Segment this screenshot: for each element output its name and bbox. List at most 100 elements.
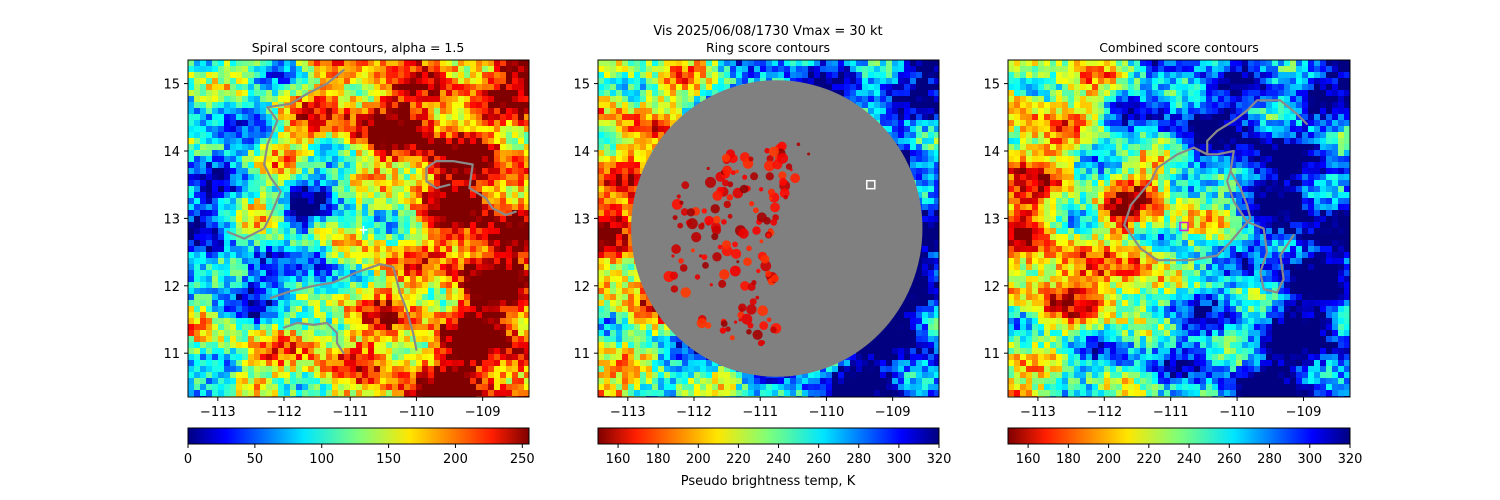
heatmap-cell [386, 126, 392, 132]
heatmap-cell [428, 192, 434, 198]
heatmap-cell [374, 66, 380, 72]
heatmap-cell [404, 252, 410, 258]
heatmap-cell [188, 132, 194, 138]
heatmap-cell [440, 90, 446, 96]
heatmap-cell [392, 288, 398, 294]
heatmap-cell [290, 378, 296, 384]
heatmap-cell [494, 132, 500, 138]
heatmap-cell [386, 186, 392, 192]
heatmap-cell [500, 264, 506, 270]
heatmap-cell [476, 174, 482, 180]
heatmap-cell [820, 78, 826, 84]
heatmap-cell [200, 120, 206, 126]
heatmap-cell [248, 198, 254, 204]
y-tick-label: 14 [163, 145, 180, 160]
heatmap-cell [658, 84, 664, 90]
heatmap-cell [362, 300, 368, 306]
heatmap-cell [482, 138, 488, 144]
heatmap-cell [356, 294, 362, 300]
heatmap-cell [928, 192, 934, 198]
heatmap-cell [308, 336, 314, 342]
heatmap-cell [362, 186, 368, 192]
heatmap-cell [386, 324, 392, 330]
heatmap-cell [188, 372, 194, 378]
heatmap-cell [230, 120, 236, 126]
heatmap-cell [248, 354, 254, 360]
heatmap-cell [404, 258, 410, 264]
heatmap-cell [302, 282, 308, 288]
heatmap-cell [688, 102, 694, 108]
heatmap-cell [440, 258, 446, 264]
heatmap-cell [302, 192, 308, 198]
heatmap-cell [194, 264, 200, 270]
heatmap-cell [290, 372, 296, 378]
heatmap-cell [392, 60, 398, 66]
heatmap-cell [464, 294, 470, 300]
heatmap-cell [314, 372, 320, 378]
heatmap-cell [200, 210, 206, 216]
heatmap-cell [422, 162, 428, 168]
heatmap-cell [476, 78, 482, 84]
heatmap-cell [242, 270, 248, 276]
heatmap-cell [344, 216, 350, 222]
heatmap-cell [398, 336, 404, 342]
heatmap-cell [622, 216, 628, 222]
heatmap-cell [266, 60, 272, 66]
heatmap-cell [446, 252, 452, 258]
heatmap-cell [218, 264, 224, 270]
heatmap-cell [518, 384, 524, 390]
heatmap-cell [518, 258, 524, 264]
heatmap-cell [500, 216, 506, 222]
heatmap-cell [410, 324, 416, 330]
heatmap-cell [248, 108, 254, 114]
heatmap-cell [464, 216, 470, 222]
heatmap-cell [278, 270, 284, 276]
heatmap-cell [236, 210, 242, 216]
heatmap-cell [610, 186, 616, 192]
heatmap-cell [410, 264, 416, 270]
heatmap-cell [224, 318, 230, 324]
heatmap-cell [356, 276, 362, 282]
heatmap-cell [296, 210, 302, 216]
heatmap-cell [218, 72, 224, 78]
heatmap-cell [512, 228, 518, 234]
heatmap-cell [308, 132, 314, 138]
heatmap-cell [374, 84, 380, 90]
heatmap-cell [512, 66, 518, 72]
heatmap-cell [326, 228, 332, 234]
heatmap-cell [610, 90, 616, 96]
heatmap-cell [464, 144, 470, 150]
heatmap-cell [230, 156, 236, 162]
heatmap-cell [314, 270, 320, 276]
heatmap-cell [416, 342, 422, 348]
heatmap-cell [254, 336, 260, 342]
x-tick-label: −111 [332, 405, 368, 420]
heatmap-cell [892, 132, 898, 138]
heatmap-cell [470, 180, 476, 186]
heatmap-cell [410, 270, 416, 276]
heatmap-cell [676, 84, 682, 90]
heatmap-cell [338, 180, 344, 186]
heatmap-cell [302, 258, 308, 264]
heatmap-cell [422, 108, 428, 114]
heatmap-cell [404, 198, 410, 204]
heatmap-cell [910, 168, 916, 174]
heatmap-cell [658, 132, 664, 138]
heatmap-cell [194, 72, 200, 78]
heatmap-area [598, 60, 939, 397]
heatmap-cell [308, 72, 314, 78]
heatmap-cell [458, 294, 464, 300]
heatmap-cell [904, 120, 910, 126]
heatmap-cell [302, 390, 308, 396]
heatmap-cell [404, 186, 410, 192]
heatmap-cell [194, 102, 200, 108]
heatmap-cell [374, 348, 380, 354]
heatmap-cell [194, 318, 200, 324]
heatmap-cell [242, 102, 248, 108]
heatmap-cell [224, 108, 230, 114]
heatmap-cell [856, 66, 862, 72]
heatmap-cell [404, 336, 410, 342]
heatmap-cell [446, 246, 452, 252]
heatmap-cell [278, 132, 284, 138]
heatmap-cell [500, 354, 506, 360]
